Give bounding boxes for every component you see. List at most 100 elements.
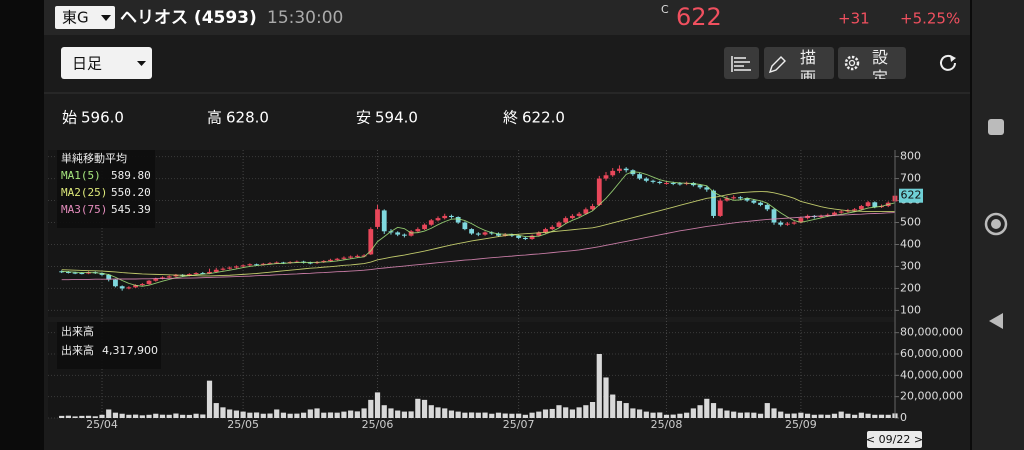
volume-bar (247, 412, 253, 418)
volume-bar (428, 405, 434, 418)
ohlc-value: 622.0 (522, 109, 565, 127)
candle-body (234, 266, 239, 268)
volume-bar (65, 415, 71, 418)
volume-bar (462, 412, 468, 418)
volume-bar (697, 405, 703, 418)
settings-button[interactable] (838, 47, 906, 79)
gear-icon (844, 55, 860, 71)
volume-bar (764, 403, 770, 418)
volume-bar (737, 412, 743, 418)
candle-body (321, 260, 327, 263)
volume-bar (200, 414, 206, 418)
volume-bar (321, 412, 327, 418)
candle-body (254, 264, 259, 266)
candle-body (173, 274, 179, 277)
candle-body (66, 271, 71, 273)
candle-body (139, 284, 145, 286)
candle-body (415, 229, 421, 232)
candle-body (449, 215, 454, 218)
candle-body (455, 217, 461, 223)
volume-bar (563, 407, 569, 418)
volume-bar (72, 416, 78, 418)
refresh-arrow (950, 55, 956, 62)
volume-bar (395, 410, 401, 418)
volume-bar (516, 413, 522, 418)
volume-bar (677, 413, 683, 418)
market-select[interactable] (55, 6, 115, 29)
candle-body (475, 233, 481, 235)
candle-body (556, 222, 562, 227)
candle-body (381, 210, 387, 232)
refresh-icon[interactable] (940, 54, 956, 71)
candle-body (341, 257, 347, 259)
candle-body (462, 222, 468, 230)
candle-body (724, 198, 730, 201)
price-tag: 622 (901, 189, 922, 202)
volume-bar (885, 414, 891, 418)
volume-bar (630, 408, 636, 418)
y-tick-label: 200 (900, 281, 921, 294)
volume-bar (267, 413, 273, 418)
candle-body (798, 218, 804, 223)
candle-body (361, 255, 367, 257)
volume-bar (583, 405, 589, 418)
candle-body (193, 273, 199, 275)
candle-body (590, 206, 595, 210)
volume-panel (48, 322, 895, 418)
volume-bar (784, 413, 791, 418)
volume-bar (663, 414, 670, 418)
volume-bar (455, 411, 461, 418)
draw-button[interactable] (764, 47, 834, 79)
candle-body (119, 286, 125, 289)
date-cursor-box[interactable] (867, 431, 922, 448)
volume-bar (381, 405, 387, 418)
volume-bar (878, 414, 885, 418)
volume-bar (704, 398, 710, 418)
volume-bar (180, 414, 186, 418)
volume-bar (529, 412, 535, 418)
candle-body (200, 273, 206, 275)
volume-bar (287, 413, 293, 418)
volume-bar (294, 413, 300, 418)
y-tick-label: 80,000,000 (900, 326, 963, 339)
volume-bar (845, 413, 851, 418)
volume-bar (576, 407, 582, 418)
candle-body (99, 273, 105, 275)
volume-bar (771, 408, 777, 418)
candle-body (328, 259, 333, 261)
volume-bar (509, 413, 515, 418)
home-button[interactable] (984, 212, 1008, 236)
period-select[interactable] (61, 47, 152, 79)
candle-body (838, 211, 844, 213)
back-button[interactable] (989, 313, 1003, 329)
volume-bar (469, 412, 475, 418)
candle-body (402, 234, 407, 236)
candle-body (307, 262, 313, 264)
candle-body (267, 263, 273, 265)
ma-line (61, 212, 895, 281)
x-tick-label: 25/06 (362, 418, 394, 431)
home-dot (991, 219, 1001, 229)
candle-body (697, 185, 703, 188)
volume-bar (146, 414, 152, 418)
volume-bar (374, 392, 381, 418)
marks: 622 (59, 165, 923, 418)
x-tick-label: 25/05 (227, 418, 259, 431)
recents-button[interactable] (988, 119, 1004, 135)
candle-body (529, 235, 535, 239)
price-flag: C (661, 3, 669, 16)
volume-bar (307, 409, 313, 418)
ohlc-value: 594.0 (375, 109, 418, 127)
volume-bar (348, 410, 354, 418)
volume-bar (616, 400, 623, 418)
y-tick-label: 0 (900, 411, 907, 424)
volume-bar (186, 414, 192, 418)
candle-body (496, 233, 501, 236)
volume-bar (643, 411, 649, 418)
volume-bar (475, 412, 481, 418)
price-tag-box (899, 188, 923, 203)
candle-body (422, 224, 427, 230)
volume-bar (408, 411, 414, 418)
indicator-button[interactable] (724, 47, 759, 79)
